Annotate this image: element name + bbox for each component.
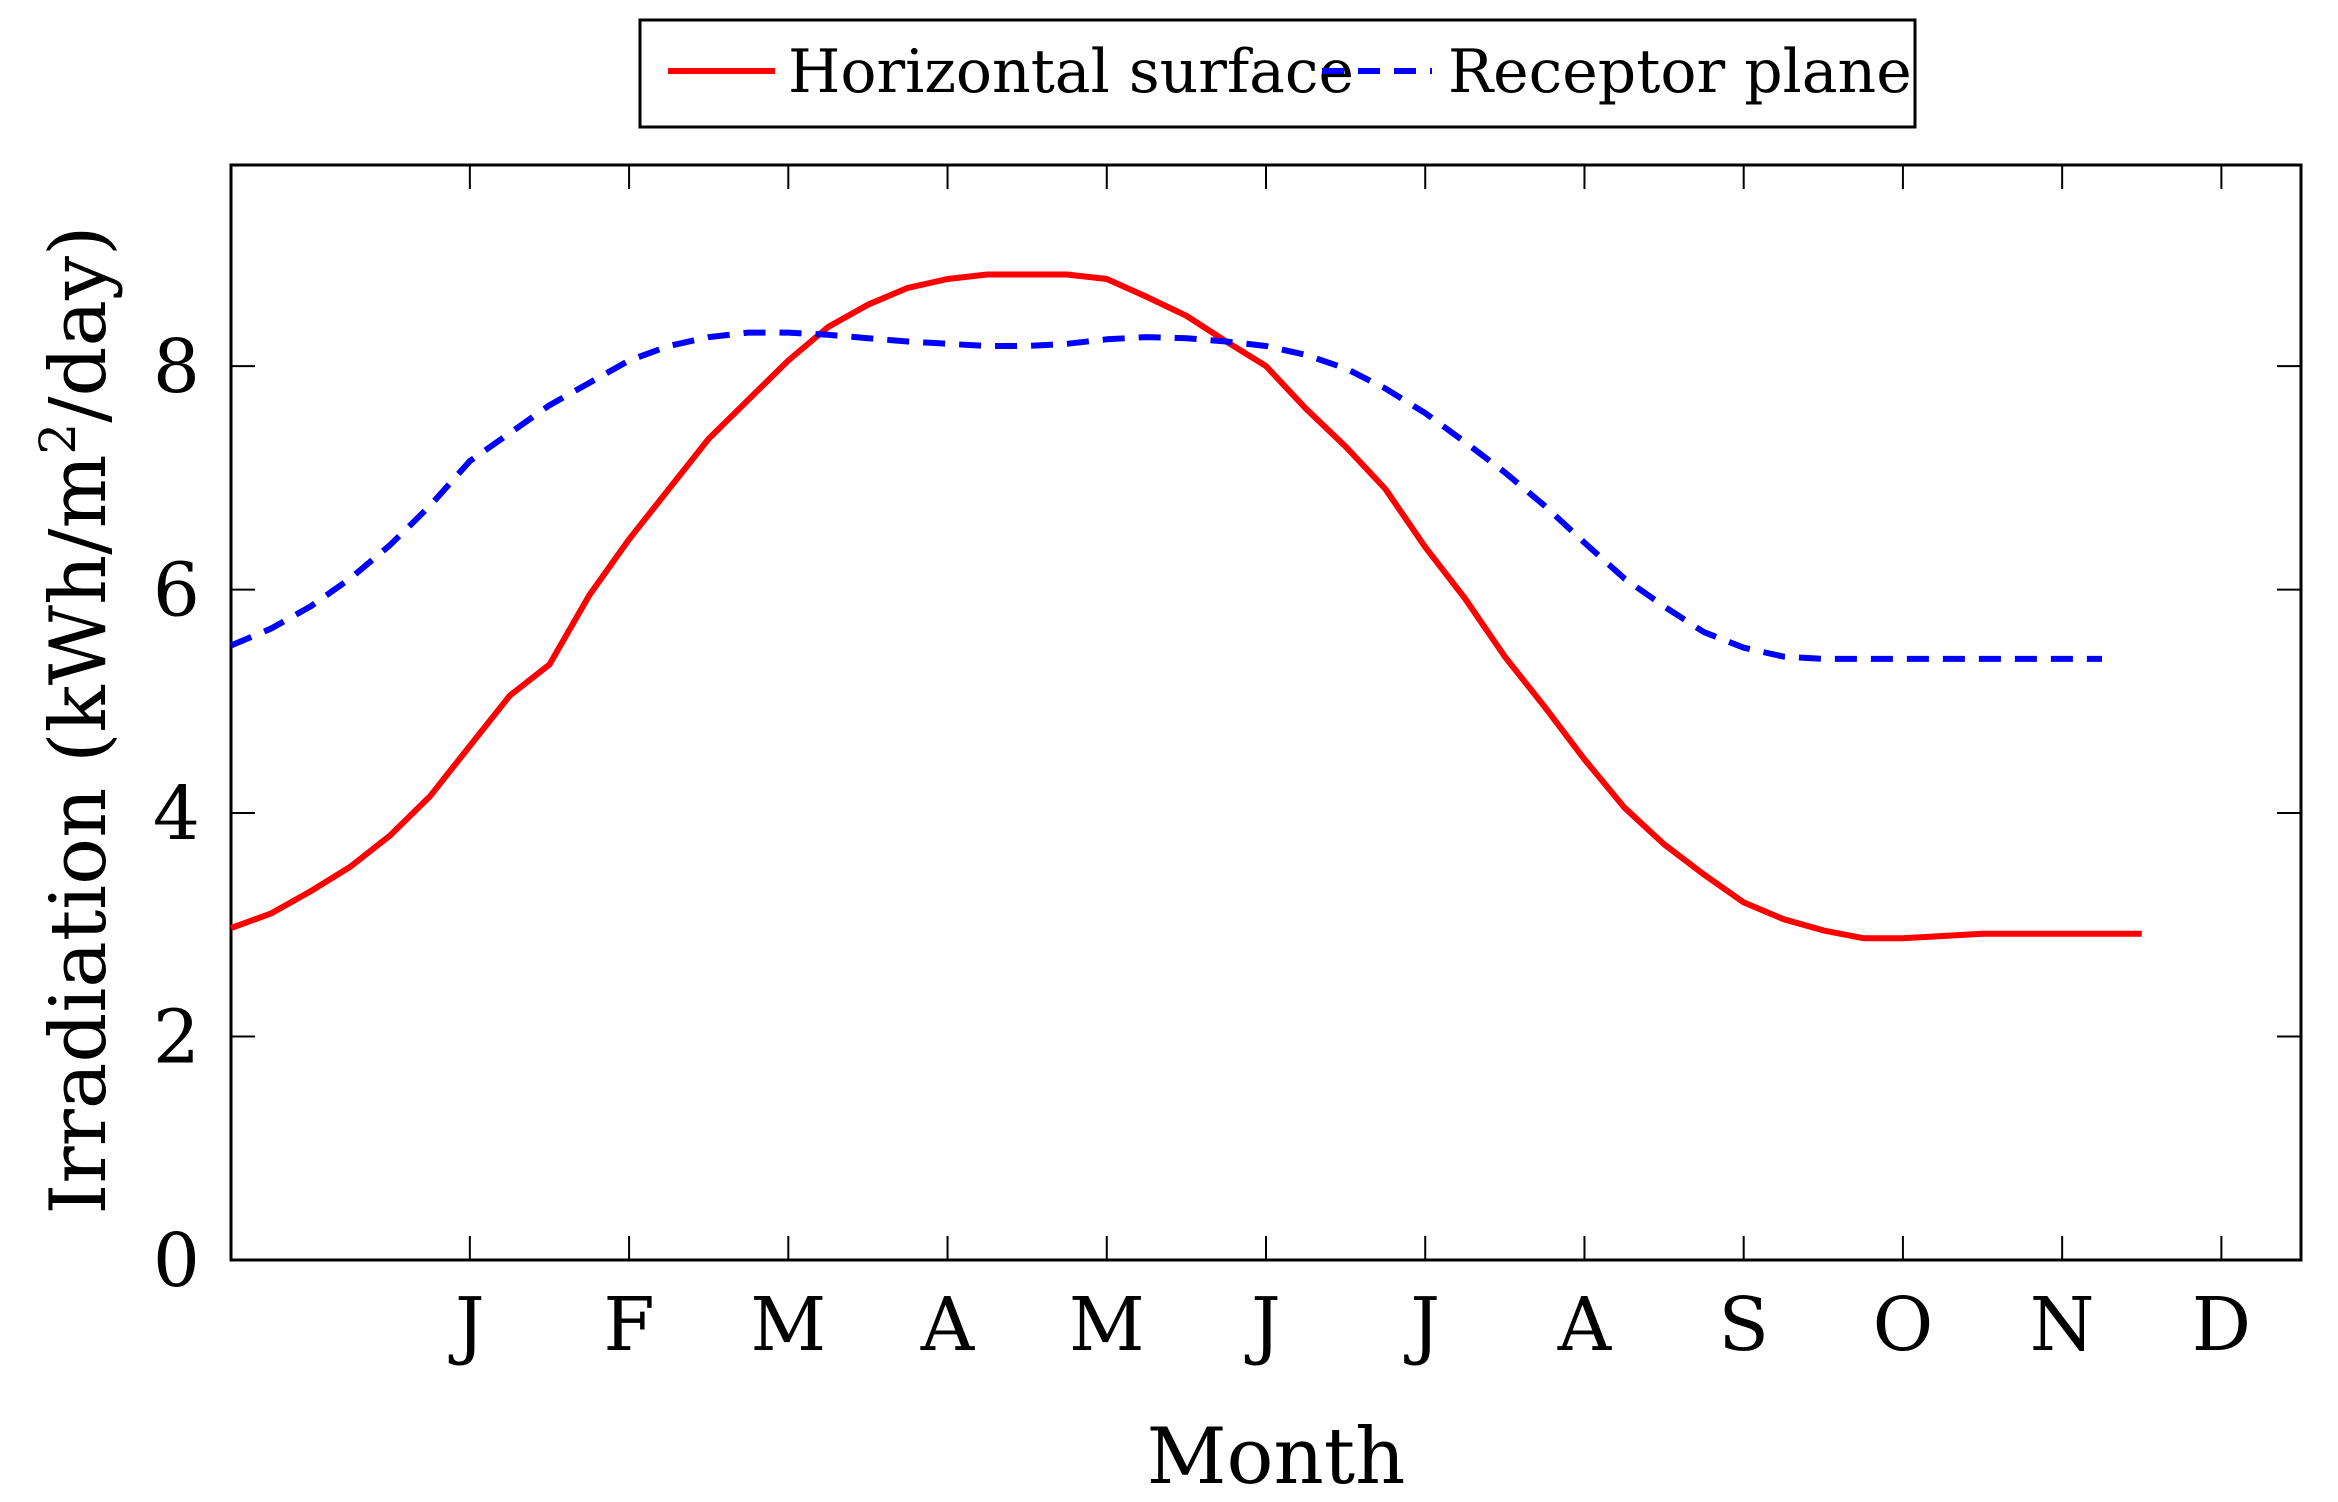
y-tick-label: 0: [153, 1218, 200, 1304]
x-tick-label: J: [448, 1282, 485, 1368]
x-tick-label: A: [920, 1282, 976, 1368]
x-axis-title: Month: [1147, 1412, 1406, 1502]
x-tick-label: A: [1557, 1282, 1613, 1368]
legend: Horizontal surface Receptor plane: [638, 18, 1917, 129]
x-tick-label: S: [1718, 1282, 1769, 1368]
legend-frame: [638, 18, 1917, 129]
tick-labels: J F M A M J J A S O N D 0 2 4 6 8: [153, 324, 2251, 1368]
x-tick-label: M: [750, 1282, 826, 1368]
x-tick-label: F: [603, 1282, 654, 1368]
x-tick-label: M: [1069, 1282, 1145, 1368]
plot-area-frame: [229, 163, 2303, 1262]
legend-label-horizontal-surface: Horizontal surface: [788, 37, 1354, 107]
y-tick-label: 8: [153, 324, 200, 410]
y-tick-label: 4: [153, 771, 200, 857]
y-axis-title-superscript: 2: [29, 423, 87, 455]
y-axis-title-main: Irradiation (kWh/m: [34, 455, 124, 1215]
y-axis-title: Irradiation (kWh/m2/day): [29, 226, 124, 1215]
y-tick-label: 6: [153, 548, 200, 634]
series-layer: [229, 271, 2142, 942]
y-axis-title-suffix: /day): [34, 226, 124, 423]
x-tick-label: D: [2192, 1282, 2251, 1368]
x-tick-label: J: [1403, 1282, 1440, 1368]
x-tick-label: O: [1873, 1282, 1934, 1368]
legend-label-receptor-plane: Receptor plane: [1448, 37, 1912, 107]
series-line-horizontal-surface: [229, 271, 2142, 942]
series-line-receptor-plane: [229, 329, 2102, 662]
y-tick-label: 2: [153, 995, 200, 1081]
x-tick-label: J: [1244, 1282, 1281, 1368]
axis-ticks: [231, 165, 2301, 1261]
x-tick-label: N: [2030, 1282, 2095, 1368]
